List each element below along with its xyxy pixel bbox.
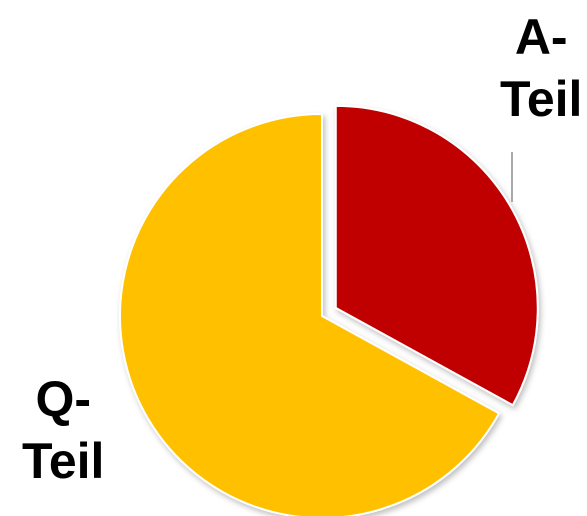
- pie-slice-a-teil: [334, 104, 539, 407]
- slice-label-q-teil: Q- Teil: [22, 371, 105, 489]
- pie-slice-q-teil: [119, 112, 501, 516]
- slice-label-a-teil: A- Teil: [500, 9, 583, 127]
- pie-slices: [119, 104, 539, 516]
